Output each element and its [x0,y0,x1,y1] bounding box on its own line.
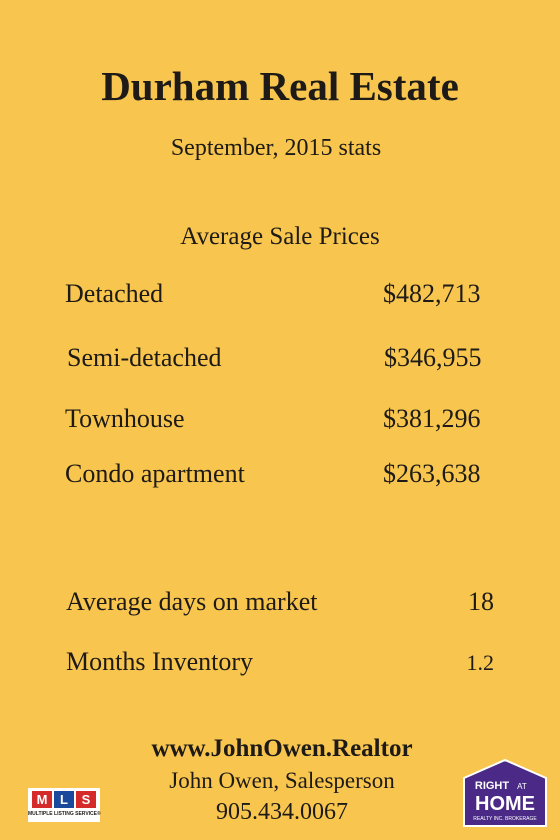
stat-label: Months Inventory [66,647,254,676]
stat-value: 1.2 [466,650,495,675]
mls-logo: M L S MULTIPLE LISTING SERVICE® [28,788,101,822]
website: www.JohnOwen.Realtor [151,735,413,762]
section-heading: Average Sale Prices [180,223,380,250]
logo-text: HOME [475,793,535,815]
row-value: $381,296 [383,404,481,433]
row-value: $263,638 [383,459,481,488]
house-shape [463,758,547,827]
phone: 905.434.0067 [216,799,348,825]
row-label: Semi-detached [67,343,222,372]
mls-letter: S [76,791,96,808]
brokerage-logo: RIGHT AT HOME REALTY INC. BROKERAGE [463,758,547,827]
logo-text: AT [517,782,527,791]
agent: John Owen, Salesperson [169,768,395,793]
stat-value: 18 [468,587,494,616]
title: Durham Real Estate [101,63,459,109]
row-label: Detached [65,279,164,308]
row-value: $482,713 [383,279,481,308]
logo-text: REALTY INC. BROKERAGE [473,816,537,822]
logo-text: RIGHT [475,780,510,792]
mls-letter: M [32,791,52,808]
row-label: Condo apartment [65,459,245,488]
mls-letter: L [54,791,74,808]
stat-label: Average days on market [66,587,318,616]
subtitle: September, 2015 stats [170,135,382,161]
row-value: $346,955 [384,343,482,372]
mls-caption: MULTIPLE LISTING SERVICE® [28,811,101,817]
row-label: Townhouse [65,404,185,433]
